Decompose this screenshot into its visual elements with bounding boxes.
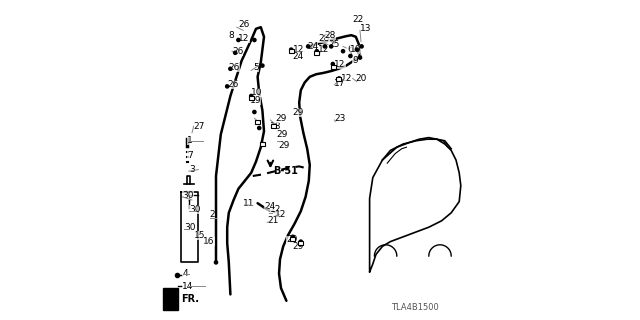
Bar	[314, 51, 319, 55]
Circle shape	[307, 45, 310, 48]
Text: 29: 29	[292, 242, 304, 251]
Text: 7: 7	[187, 151, 193, 160]
Bar	[291, 237, 296, 241]
Circle shape	[330, 45, 333, 48]
Circle shape	[349, 54, 352, 58]
Text: TLA4B1500: TLA4B1500	[390, 303, 438, 312]
Text: 30: 30	[189, 205, 200, 214]
Text: 26: 26	[227, 80, 239, 89]
Text: 28: 28	[319, 34, 330, 43]
Circle shape	[229, 67, 232, 70]
Circle shape	[360, 45, 364, 48]
Text: 17: 17	[334, 79, 346, 88]
Circle shape	[250, 94, 253, 98]
Text: 30: 30	[184, 223, 195, 232]
Text: 24: 24	[264, 202, 275, 211]
Circle shape	[338, 77, 341, 80]
Text: 9: 9	[352, 56, 358, 65]
Text: 8: 8	[229, 31, 234, 40]
Text: 29: 29	[275, 114, 287, 123]
Text: 22: 22	[352, 15, 364, 24]
Text: 26: 26	[239, 20, 250, 28]
Text: 10: 10	[351, 45, 362, 54]
Circle shape	[289, 48, 293, 51]
Circle shape	[300, 240, 303, 243]
Circle shape	[291, 235, 294, 238]
Circle shape	[237, 38, 240, 42]
Text: 12: 12	[270, 205, 282, 214]
Text: 24: 24	[292, 52, 304, 60]
Text: FR.: FR.	[181, 294, 199, 304]
Text: 12: 12	[334, 60, 346, 68]
Circle shape	[358, 56, 362, 59]
Text: 3: 3	[189, 165, 195, 174]
Text: 12: 12	[340, 74, 352, 83]
Text: 29: 29	[278, 141, 290, 150]
Bar	[248, 96, 253, 100]
Text: 13: 13	[360, 24, 371, 33]
Circle shape	[253, 110, 256, 114]
Bar	[271, 124, 276, 128]
Circle shape	[253, 38, 256, 42]
Circle shape	[234, 51, 237, 54]
Text: 16: 16	[204, 237, 214, 246]
Circle shape	[261, 142, 264, 146]
Circle shape	[226, 85, 229, 88]
Text: 20: 20	[355, 74, 367, 83]
Circle shape	[315, 50, 319, 53]
Circle shape	[214, 261, 218, 264]
Text: 18: 18	[270, 122, 282, 131]
Text: 26: 26	[232, 47, 243, 56]
Text: 10: 10	[251, 88, 262, 97]
Text: 2: 2	[210, 210, 215, 219]
Text: 15: 15	[193, 231, 205, 240]
Bar	[331, 65, 336, 69]
Text: 5: 5	[253, 63, 259, 72]
Circle shape	[272, 125, 275, 128]
Circle shape	[342, 50, 344, 53]
Text: 11: 11	[243, 199, 255, 208]
Bar	[298, 241, 303, 245]
Text: 12: 12	[292, 45, 304, 54]
Bar	[260, 142, 265, 146]
Text: 28: 28	[325, 31, 336, 40]
Circle shape	[323, 45, 326, 48]
Text: 12: 12	[239, 34, 250, 43]
Text: 24: 24	[307, 42, 319, 51]
Polygon shape	[163, 288, 178, 310]
Circle shape	[355, 48, 358, 51]
Text: 19: 19	[250, 96, 261, 105]
Circle shape	[332, 62, 335, 66]
Text: 14: 14	[182, 282, 194, 291]
Text: 29: 29	[287, 236, 298, 244]
Circle shape	[261, 64, 264, 67]
Bar	[336, 77, 341, 81]
Text: 23: 23	[334, 114, 346, 123]
Text: 12: 12	[319, 45, 330, 54]
Text: 26: 26	[229, 63, 240, 72]
Text: 30: 30	[182, 191, 194, 200]
Text: 12: 12	[275, 210, 287, 219]
Bar	[255, 120, 260, 124]
Circle shape	[257, 126, 261, 130]
Text: 27: 27	[193, 122, 205, 131]
Bar	[289, 49, 294, 53]
Text: 21: 21	[268, 216, 278, 225]
Text: 29: 29	[277, 130, 288, 139]
Text: B-51: B-51	[274, 166, 298, 176]
Text: 29: 29	[292, 108, 304, 116]
Text: 4: 4	[182, 269, 188, 278]
Text: 1: 1	[187, 136, 193, 145]
Text: 6: 6	[347, 45, 353, 54]
Text: 25: 25	[328, 40, 339, 49]
